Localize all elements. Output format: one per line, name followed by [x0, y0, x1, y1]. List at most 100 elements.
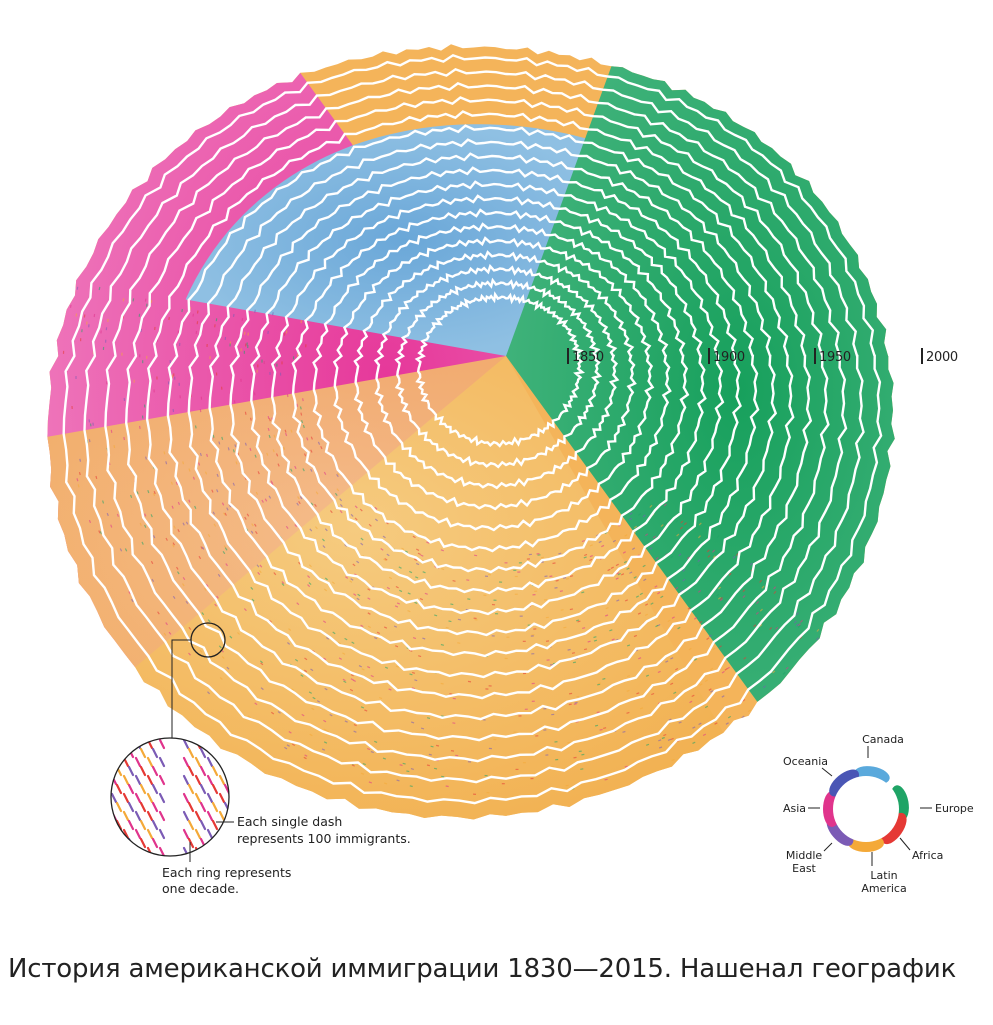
dash-mark: [207, 691, 211, 695]
dash-mark: [716, 593, 720, 597]
decade-label: 1850: [572, 350, 604, 365]
dash-mark: [192, 476, 195, 480]
dash-mark: [680, 589, 684, 593]
dash-mark: [755, 611, 759, 615]
dash-mark: [712, 549, 716, 553]
dash-mark: [357, 593, 361, 597]
dash-mark: [655, 557, 659, 560]
decade-ring: [83, 67, 865, 784]
inset-dash: [139, 765, 147, 777]
dash-mark: [374, 518, 378, 522]
dash-mark: [214, 603, 218, 607]
inset-dash: [122, 810, 130, 822]
dash-mark: [321, 748, 326, 751]
dash-mark: [420, 554, 424, 557]
dash-mark: [298, 500, 301, 505]
inset-dash: [139, 837, 147, 849]
dash-mark: [324, 687, 328, 691]
dash-mark: [332, 631, 336, 635]
dash-mark: [430, 745, 434, 748]
dash-mark: [277, 711, 281, 714]
dash-mark: [314, 503, 317, 507]
dash-mark: [797, 624, 801, 628]
dash-mark: [309, 528, 313, 532]
dash-mark: [352, 563, 356, 567]
dash-mark: [424, 592, 428, 595]
dash-mark: [643, 578, 647, 582]
dash-mark: [417, 552, 421, 556]
dash-mark: [188, 468, 191, 472]
dash-mark: [706, 549, 710, 553]
dash-mark: [336, 472, 340, 476]
decade-ring: [187, 138, 778, 679]
dash-mark: [404, 550, 409, 553]
dash-mark: [227, 447, 230, 451]
dash-mark: [88, 439, 91, 443]
region-legend: Canada Europe Africa Latin America Middl…: [783, 733, 974, 895]
inset-dash: [115, 783, 123, 795]
dash-mark: [342, 678, 346, 682]
inset-dash: [115, 855, 123, 856]
dash-mark: [772, 670, 776, 674]
inset-dash: [218, 774, 226, 786]
dash-mark: [679, 526, 683, 530]
inset-dash: [211, 801, 219, 813]
legend-asia: Asia: [783, 802, 806, 815]
dash-mark: [383, 626, 388, 629]
dash-mark: [698, 722, 702, 726]
dash-mark: [610, 566, 614, 569]
dash-mark: [563, 626, 567, 629]
dash-mark: [626, 711, 630, 714]
dash-mark: [623, 560, 627, 564]
inset-dash: [115, 747, 123, 759]
dash-mark: [308, 564, 312, 568]
dash-mark: [609, 629, 613, 632]
dash-mark: [544, 575, 548, 578]
dash-mark: [457, 642, 461, 644]
dash-mark: [226, 666, 230, 670]
dash-mark: [452, 697, 456, 700]
dash-mark: [615, 577, 619, 580]
dash-mark: [375, 636, 379, 639]
dash-mark: [321, 538, 325, 542]
dash-mark: [645, 674, 650, 677]
inset-dash: [139, 819, 147, 831]
dash-mark: [287, 642, 291, 645]
dash-mark: [199, 409, 202, 413]
dash-note-line-2: represents 100 immigrants.: [237, 831, 411, 846]
dash-mark: [406, 770, 410, 773]
dash-mark: [719, 598, 723, 602]
dash-mark: [686, 556, 690, 560]
dash-mark: [165, 537, 168, 541]
dash-mark: [221, 655, 225, 659]
dash-mark: [615, 638, 619, 641]
dash-mark: [260, 662, 264, 666]
dash-mark: [200, 546, 203, 550]
inset-dash: [182, 738, 190, 750]
dash-mark: [359, 508, 363, 512]
dash-mark: [277, 463, 280, 467]
inset-dash: [111, 738, 118, 750]
inset-dash: [151, 747, 159, 759]
inset-dash: [127, 765, 135, 777]
dash-mark: [638, 657, 642, 660]
dash-mark: [652, 535, 656, 539]
inset-dash: [223, 765, 229, 777]
inset-dash: [158, 810, 166, 822]
dash-mark: [415, 562, 420, 566]
dash-mark: [284, 746, 288, 750]
dash-mark: [775, 626, 779, 630]
decade-rings: [42, 40, 900, 825]
dash-mark: [370, 674, 374, 678]
dash-mark: [604, 614, 609, 617]
dash-mark: [301, 420, 304, 424]
dash-mark: [624, 534, 628, 537]
dash-mark: [622, 730, 626, 733]
dash-mark: [816, 628, 820, 632]
dash-mark: [310, 449, 313, 453]
dash-mark: [235, 461, 238, 465]
dash-mark: [724, 668, 728, 671]
dash-mark: [670, 682, 674, 686]
dash-mark: [123, 436, 125, 441]
dash-mark: [434, 614, 438, 617]
